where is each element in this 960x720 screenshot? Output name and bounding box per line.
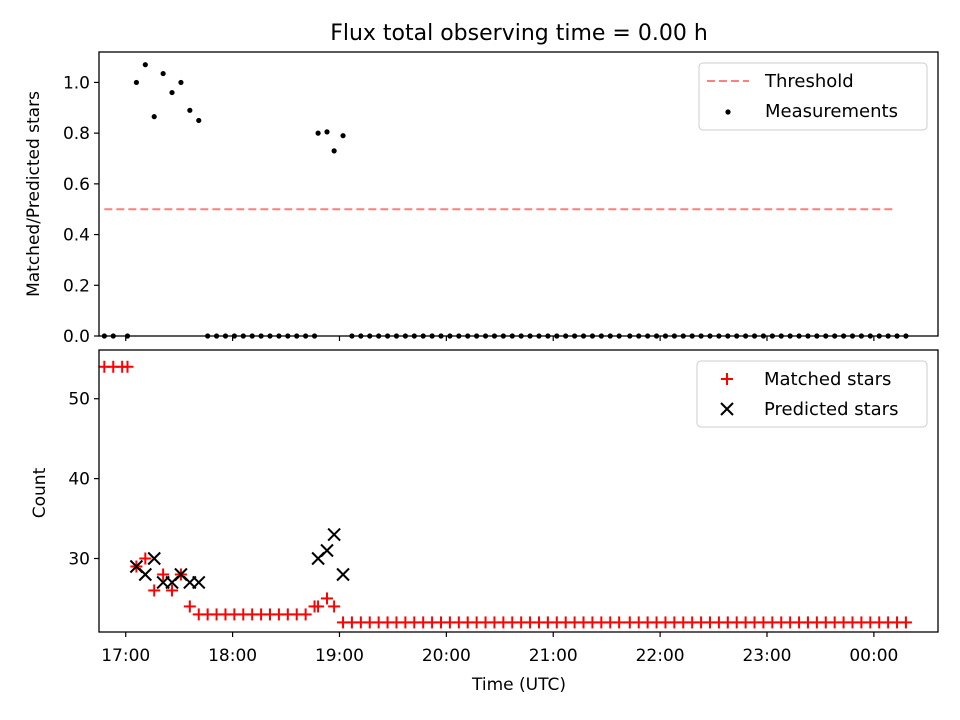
measurement-point [324,129,330,135]
bottom-xlabel: Time (UTC) [471,675,566,695]
legend-predicted-swatch [720,402,734,416]
top-legend: Threshold Measurements [698,62,928,131]
xtick-label: 20:00 [422,646,471,666]
measurement-point [169,89,175,96]
ytick-label: 0.2 [63,276,90,296]
ytick-label: 30 [68,550,90,570]
xtick-label: 22:00 [636,646,685,666]
legend-matched-swatch [721,373,733,385]
measurement-point [187,107,193,113]
ytick-label: 1.0 [63,73,90,93]
ytick-label: 0.0 [63,327,90,347]
predicted-star-point [320,543,334,558]
measurement-point [340,133,346,139]
matched-star-point [121,360,134,373]
measurement-point [315,130,321,136]
measurement-point [160,70,166,77]
matched-star-point [321,592,334,605]
legend-measurements-label: Measurements [765,101,898,122]
bottom-axes-frame [98,349,939,633]
matched-star-point [183,600,196,613]
measurement-point [142,62,148,68]
xtick-label: 00:00 [849,646,898,666]
matched-star-point [299,608,312,621]
measurement-point [178,79,184,86]
matched-star-point [157,568,170,581]
legend-matched-label: Matched stars [764,369,891,390]
top-panel: Matched/Predicted stars 0.0 0.2 0.4 0.6 0.8 1… [24,51,939,347]
bottom-plot-area: 30 40 50 17:00 18:00 19:00 20:00 21:00 22:00 23:0… [68,360,912,666]
measurement-point [151,114,157,120]
matched-star-point [613,616,626,629]
ytick-label: 0.6 [63,175,90,195]
legend-predicted-label: Predicted stars [764,399,898,420]
measurement-point [196,117,202,124]
measurement-point [331,148,337,154]
predicted-star-point [327,527,341,542]
bottom-legend: Matched stars Predicted stars [696,360,928,428]
legend-threshold-label: Threshold [764,71,854,92]
bottom-ylabel: Count [30,467,50,518]
xtick-label: 21:00 [529,646,578,666]
bottom-panel: Count Time (UTC) 30 40 50 17:00 18:00 19:00 20… [30,349,939,695]
matched-star-point [139,552,152,565]
predicted-star-point [336,567,350,582]
xtick-label: 19:00 [315,646,364,666]
top-ylabel: Matched/Predicted stars [24,91,44,297]
ytick-label: 40 [68,470,90,490]
figure-title: Flux total observing time = 0.00 h [330,21,708,46]
matched-star-point [899,616,912,629]
matched-star-point [328,600,341,613]
predicted-star-point [147,551,161,566]
predicted-star-point [138,567,153,582]
xtick-label: 17:00 [101,646,150,666]
xtick-label: 23:00 [742,646,791,666]
legend-measurements-swatch [725,109,731,115]
top-axes-frame [98,51,939,337]
ytick-label: 0.8 [63,124,90,144]
bottom-legend-box [696,360,928,428]
ytick-label: 0.4 [63,226,90,246]
matched-star-point [166,584,179,597]
predicted-star-point [192,575,206,590]
matched-star-point [312,600,325,613]
measurement-point [133,79,140,86]
matched-star-point [148,584,161,597]
top-legend-box [698,62,928,131]
ytick-label: 50 [68,390,90,410]
xtick-label: 18:00 [208,646,257,666]
